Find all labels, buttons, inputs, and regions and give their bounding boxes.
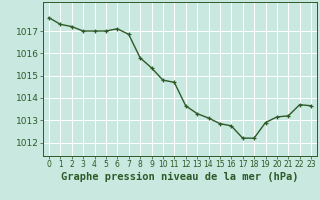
X-axis label: Graphe pression niveau de la mer (hPa): Graphe pression niveau de la mer (hPa)	[61, 172, 299, 182]
